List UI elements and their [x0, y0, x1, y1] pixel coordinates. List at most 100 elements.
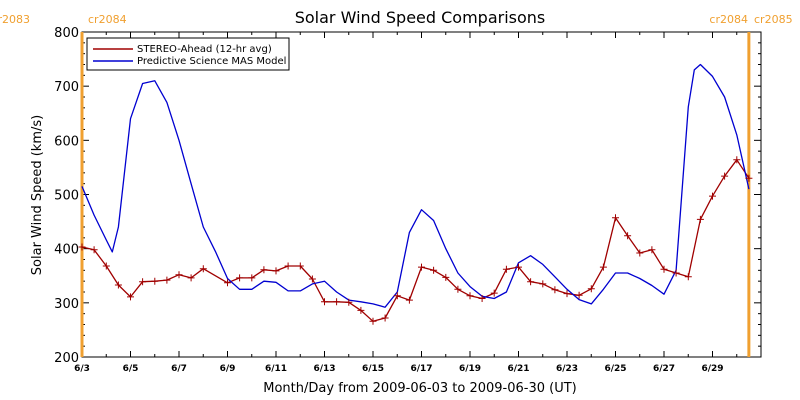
plus-marker: [624, 232, 632, 240]
x-tick-label: 6/3: [74, 364, 90, 374]
stereo-data-point: [78, 243, 86, 251]
plus-marker: [381, 314, 389, 322]
plus-marker: [224, 279, 231, 287]
y-tick-label: 800: [54, 26, 79, 41]
plus-marker: [696, 215, 704, 223]
x-tick-label: 6/27: [653, 364, 675, 374]
x-tick-label: 6/23: [556, 364, 578, 374]
chart-title: Solar Wind Speed Comparisons: [295, 8, 546, 27]
plus-marker: [114, 281, 122, 289]
x-tick-label: 6/29: [701, 364, 723, 374]
x-tick-label: 6/11: [265, 364, 287, 374]
stereo-data-point: [248, 274, 256, 282]
stereo-data-point: [430, 266, 438, 274]
plus-marker: [163, 276, 171, 284]
stereo-data-point: [624, 232, 632, 240]
plus-marker: [527, 278, 535, 286]
mas-model-line: [81, 63, 750, 308]
carrington-markers: [80, 32, 751, 357]
stereo-data-point: [696, 215, 704, 223]
stereo-data-point: [418, 263, 425, 271]
plus-marker: [321, 298, 328, 306]
x-tick-label: 6/15: [362, 364, 384, 374]
cr-label-right-1: cr2084: [88, 13, 127, 26]
stereo-data-point: [599, 263, 607, 271]
plus-marker: [393, 292, 401, 300]
plus-marker: [127, 293, 134, 301]
stereo-data-point: [405, 296, 413, 304]
plus-marker: [733, 156, 741, 164]
y-tick-label: 200: [54, 351, 79, 366]
x-axis-label: Month/Day from 2009-06-03 to 2009-06-30 …: [263, 381, 576, 396]
stereo-data-point: [345, 298, 353, 306]
stereo-data-point: [502, 265, 510, 273]
stereo-data-point: [260, 266, 268, 274]
plus-marker: [308, 275, 316, 283]
x-tick-label: 6/13: [313, 364, 335, 374]
stereo-data-point: [357, 306, 365, 314]
series-lines: [81, 63, 750, 322]
plot-frame: [81, 31, 762, 358]
plus-marker: [357, 306, 365, 314]
cr-label-left-1: cr2083: [0, 13, 30, 26]
stereo-data-point: [296, 262, 304, 270]
legend-label-mas: Predictive Science MAS Model: [137, 56, 286, 67]
plus-marker: [187, 274, 195, 282]
plus-marker: [296, 262, 304, 270]
y-tick-label: 600: [54, 134, 79, 149]
plus-marker: [272, 267, 280, 275]
stereo-data-point: [733, 156, 741, 164]
legend: STEREO-Ahead (12-hr avg) Predictive Scie…: [86, 37, 290, 71]
stereo-data-point: [333, 298, 341, 306]
stereo-data-point: [454, 285, 462, 293]
y-tick-label: 400: [54, 243, 79, 258]
plus-marker: [151, 277, 159, 285]
stereo-data-point: [466, 292, 474, 300]
x-tick-label: 6/25: [604, 364, 626, 374]
cr-label-right-2: cr2085: [754, 13, 793, 26]
plus-marker: [551, 286, 559, 294]
plus-marker: [199, 265, 207, 273]
stereo-data-point: [102, 262, 110, 270]
plus-marker: [442, 273, 450, 281]
plus-marker: [248, 274, 256, 282]
plus-marker: [612, 214, 619, 222]
stereo-data-point: [151, 277, 159, 285]
stereo-data-point: [199, 265, 207, 273]
plus-marker: [236, 274, 244, 282]
stereo-data-point: [90, 246, 98, 254]
stereo-data-point: [187, 274, 195, 282]
stereo-data-point: [236, 274, 244, 282]
x-tick-label: 6/19: [459, 364, 481, 374]
stereo-data-point: [308, 275, 316, 283]
stereo-data-point: [127, 293, 134, 301]
plus-marker: [260, 266, 268, 274]
plus-marker: [333, 298, 341, 306]
stereo-data-point: [321, 298, 328, 306]
plus-marker: [418, 263, 425, 271]
plus-marker: [515, 263, 522, 271]
stereo-data-point: [648, 246, 656, 254]
plus-marker: [466, 292, 474, 300]
plus-marker: [345, 298, 353, 306]
plus-marker: [672, 269, 680, 277]
plus-marker: [563, 290, 571, 298]
plus-marker: [139, 278, 147, 286]
cr-label-left-2: cr2084: [709, 13, 748, 26]
plus-marker: [78, 243, 86, 251]
stereo-data-point: [684, 273, 692, 281]
plus-marker: [745, 174, 753, 182]
stereo-data-point: [272, 267, 280, 275]
plus-marker: [369, 317, 377, 325]
stereo-data-point: [539, 280, 547, 288]
x-tick-label: 6/9: [220, 364, 236, 374]
stereo-data-point: [515, 263, 522, 271]
y-tick-label: 500: [54, 189, 79, 204]
x-tick-label: 6/5: [123, 364, 139, 374]
plus-marker: [430, 266, 438, 274]
plus-marker: [684, 273, 692, 281]
y-tick-label: 300: [54, 297, 79, 312]
stereo-data-point: [575, 291, 583, 299]
x-tick-label: 6/17: [410, 364, 432, 374]
stereo-data-point: [721, 172, 729, 180]
